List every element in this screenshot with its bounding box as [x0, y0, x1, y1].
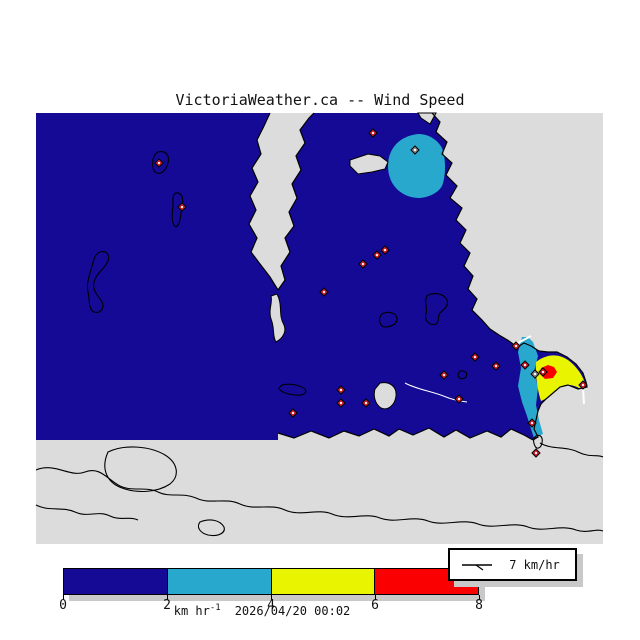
station-marker	[372, 250, 382, 260]
station-marker	[368, 128, 378, 138]
station-marker	[177, 202, 187, 212]
station-marker	[511, 341, 521, 351]
station-marker	[530, 369, 540, 379]
colorbar-tick-label: 4	[267, 598, 275, 613]
station-marker	[358, 259, 368, 269]
station-marker	[336, 385, 346, 395]
station-marker	[380, 245, 390, 255]
station-marker	[527, 418, 537, 428]
colorbar-tick-label: 8	[475, 598, 483, 613]
wind-legend-box: 7 km/hr	[448, 548, 577, 581]
station-marker	[578, 380, 588, 390]
station-markers	[154, 128, 588, 458]
colorbar-tick	[167, 595, 168, 600]
colorbar-tick	[271, 595, 272, 600]
wind-speed-reference-label: 7 km/hr	[509, 557, 560, 572]
station-marker	[154, 158, 164, 168]
station-marker	[410, 145, 420, 155]
station-marker	[336, 398, 346, 408]
page-title: VictoriaWeather.ca -- Wind Speed	[175, 91, 465, 109]
timestamp: 2026/04/20 00:02	[234, 604, 351, 618]
station-marker	[454, 394, 464, 404]
colorbar-segment	[166, 568, 272, 595]
station-marker	[538, 367, 548, 377]
colorbar-segment	[63, 568, 168, 595]
station-marker	[288, 408, 298, 418]
station-marker	[319, 287, 329, 297]
colorbar-segment	[270, 568, 376, 595]
station-marker	[520, 360, 530, 370]
colorbar-caption: km hr-1 2026/04/20 00:02	[174, 603, 351, 618]
colorbar	[63, 568, 479, 595]
colorbar-tick-label: 6	[371, 598, 379, 613]
colorbar-tick	[63, 595, 64, 600]
station-marker	[361, 398, 371, 408]
colorbar-tick	[479, 595, 480, 600]
station-marker	[491, 361, 501, 371]
colorbar-tick	[375, 595, 376, 600]
unit-label: km hr	[173, 604, 210, 618]
station-marker	[470, 352, 480, 362]
coastlines	[248, 112, 588, 441]
station-marker	[439, 370, 449, 380]
island-outlines	[86, 151, 543, 449]
south-coastlines	[35, 442, 604, 537]
wind-barbs	[404, 335, 585, 405]
colorbar-tick-label: 2	[163, 598, 171, 613]
wind-band-6-8-patch	[540, 365, 557, 379]
unit-exponent: -1	[209, 603, 221, 613]
wind-band-2-4-blob	[388, 134, 445, 198]
inlet-cutouts	[269, 112, 437, 410]
colorbar-tick-label: 0	[59, 598, 67, 613]
station-marker	[531, 448, 541, 458]
wind-barb-icon	[462, 563, 492, 570]
